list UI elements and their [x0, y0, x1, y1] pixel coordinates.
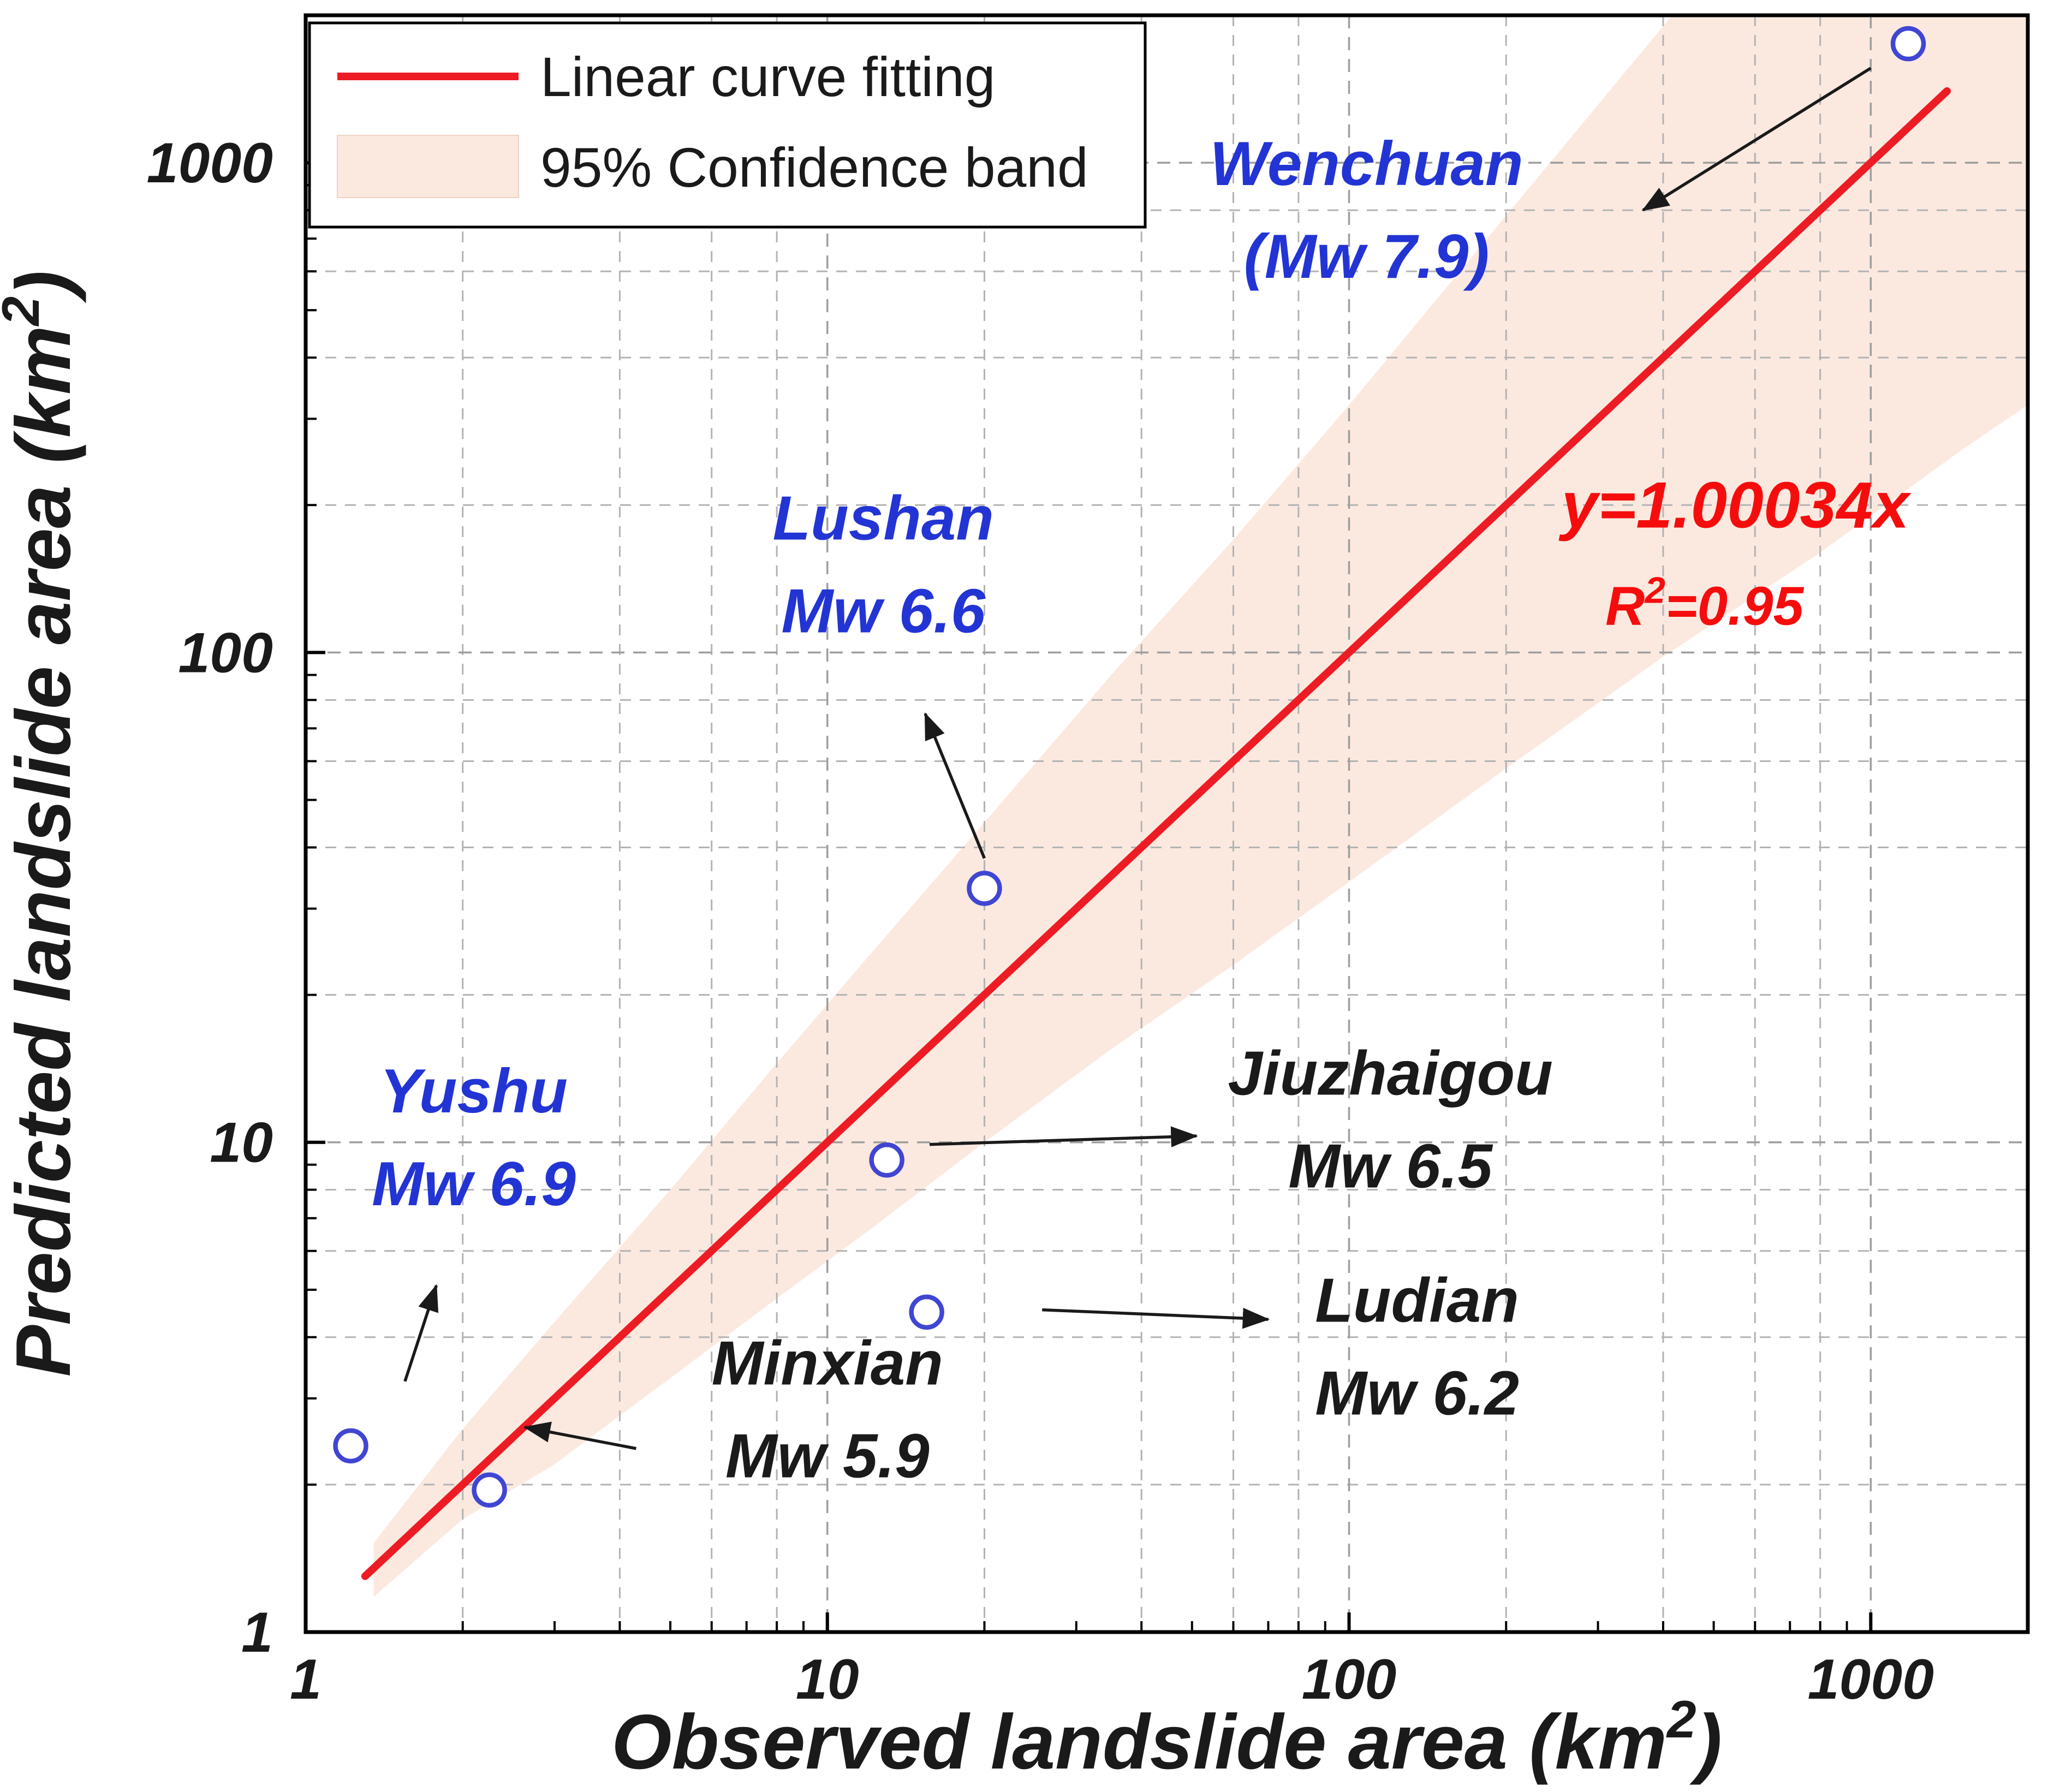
annotation-arrows: [403, 67, 1872, 1450]
annotation-lushan: Lushan Mw 6.6: [773, 484, 994, 646]
arrow-yushu: [403, 1284, 439, 1382]
legend: Linear curve fitting 95% Confidence band: [308, 21, 1147, 229]
annotation-jiuzhaigou-line2: Mw 6.5: [1288, 1132, 1493, 1201]
x-tick-label: 1000: [1808, 1648, 1934, 1711]
y-tick-label: 10: [210, 1111, 273, 1175]
confidence-band: [373, 15, 2028, 1597]
annotation-lushan-line2: Mw 6.6: [781, 577, 986, 646]
point-minxian: [472, 1472, 507, 1508]
annotation-ludian-line2: Mw 6.2: [1315, 1359, 1519, 1428]
point-ludian: [909, 1294, 944, 1330]
y-axis-title: Predicted landslide area (km2): [0, 271, 87, 1377]
plot-border: [303, 13, 2030, 1634]
y-tick-label: 1: [241, 1601, 273, 1664]
x-axis-title: Observed landslide area (km2): [611, 1690, 1722, 1785]
r-squared-label: R2=0.95: [1605, 569, 1804, 636]
annotation-ludian-line1: Ludian: [1315, 1266, 1519, 1336]
arrow-wenchuan: [1641, 67, 1872, 212]
legend-band-swatch: [337, 135, 519, 198]
grid-lines: [306, 15, 2028, 1632]
legend-entry-fit-label: Linear curve fitting: [540, 46, 995, 108]
legend-box: [308, 21, 1147, 229]
tick-labels: 1 10 100 1000 1 10 100 1000: [147, 132, 1934, 1711]
annotation-minxian-line2: Mw 5.9: [725, 1422, 930, 1491]
point-wenchuan: [1890, 26, 1926, 62]
x-tick-label: 1: [290, 1648, 322, 1711]
annotation-minxian: Minxian Mw 5.9: [712, 1329, 943, 1491]
annotation-ludian: Ludian Mw 6.2: [1315, 1266, 1519, 1428]
y-tick-label: 100: [178, 621, 273, 684]
legend-entry-band-label: 95% Confidence band: [540, 136, 1088, 199]
data-points: [333, 26, 1926, 1508]
arrow-ludian: [1042, 1307, 1270, 1329]
arrow-minxian: [523, 1421, 636, 1450]
arrow-lushan: [924, 712, 986, 859]
x-tick-label: 10: [796, 1648, 859, 1711]
annotation-wenchuan-line1: Wenchuan: [1210, 129, 1523, 199]
annotation-yushu-line1: Yushu: [380, 1057, 568, 1126]
fit-line: [361, 87, 1951, 1580]
annotation-minxian-line1: Minxian: [712, 1329, 943, 1398]
x-tick-label: 100: [1302, 1648, 1397, 1711]
annotation-lushan-line1: Lushan: [773, 484, 994, 553]
annotation-wenchuan: Wenchuan (Mw 7.9): [1210, 129, 1523, 291]
annotation-yushu: Yushu Mw 6.9: [372, 1057, 576, 1219]
annotation-wenchuan-line2: (Mw 7.9): [1244, 222, 1490, 291]
point-lushan: [967, 871, 1002, 906]
annotation-jiuzhaigou-line1: Jiuzhaigou: [1228, 1039, 1553, 1109]
annotation-jiuzhaigou: Jiuzhaigou Mw 6.5: [1228, 1039, 1553, 1201]
point-jiuzhaigou: [869, 1142, 904, 1178]
fit-equation-label: y=1.00034x: [1558, 468, 1912, 541]
point-yushu: [333, 1428, 368, 1464]
arrow-jiuzhaigou: [929, 1126, 1198, 1147]
annotation-yushu-line2: Mw 6.9: [372, 1150, 576, 1219]
y-tick-label: 1000: [147, 132, 273, 195]
